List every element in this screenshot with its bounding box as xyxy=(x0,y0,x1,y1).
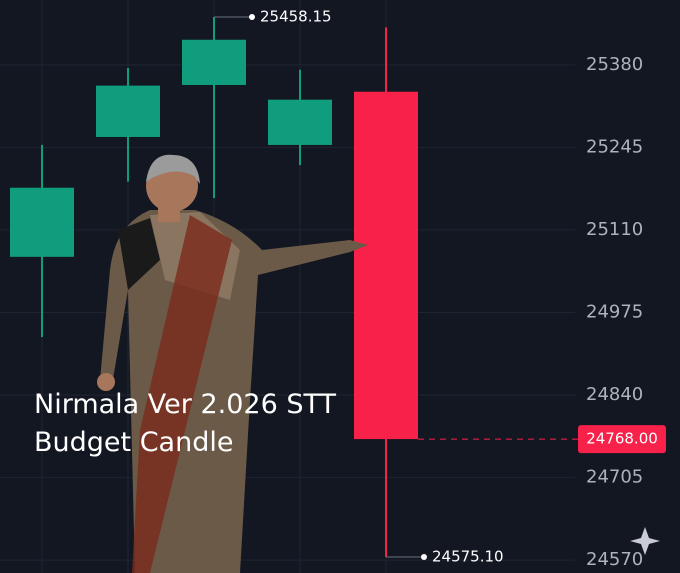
low-marker-dot xyxy=(421,554,427,561)
y-tick-label: 24975 xyxy=(586,301,643,322)
candle-body xyxy=(354,91,418,440)
annotation: Nirmala Ver 2.026 STT Budget Candle xyxy=(34,389,336,458)
last-price-label: 24768.00 xyxy=(586,430,658,448)
high-marker-dot xyxy=(249,14,255,21)
candle-body xyxy=(268,99,332,145)
y-tick-label: 25380 xyxy=(586,54,643,75)
candle-body xyxy=(182,39,246,86)
candle-body xyxy=(96,85,160,137)
high-marker-label: 25458.15 xyxy=(260,8,332,26)
y-tick-label: 25245 xyxy=(586,136,643,157)
y-tick-label: 24840 xyxy=(586,384,643,405)
y-tick-label: 25110 xyxy=(586,219,643,240)
last-price-box xyxy=(578,425,666,454)
y-tick-label: 24705 xyxy=(586,467,643,488)
sparkle-icon xyxy=(630,527,660,555)
y-tick-label: 24570 xyxy=(586,549,643,570)
candle-body xyxy=(10,187,74,257)
person-figure xyxy=(97,154,368,573)
low-marker-label: 24575.10 xyxy=(432,548,504,566)
